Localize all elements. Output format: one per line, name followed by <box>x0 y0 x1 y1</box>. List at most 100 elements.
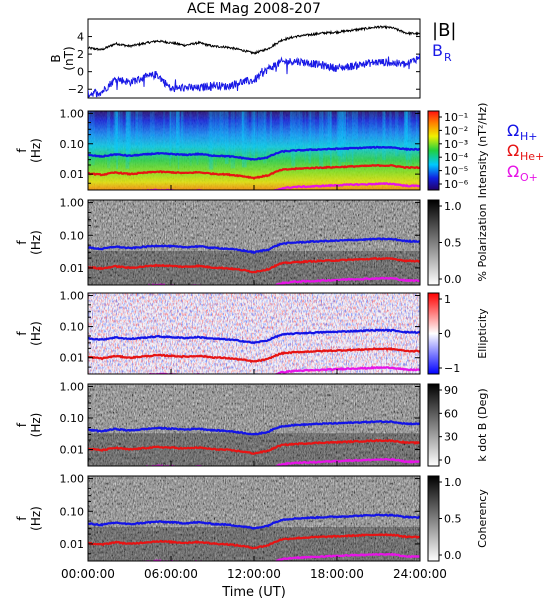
x-tick-label: 24:00:00 <box>393 567 447 581</box>
colorbar <box>427 110 440 191</box>
gyro-line-o-plus <box>112 365 420 374</box>
x-tick-label: 18:00:00 <box>310 567 364 581</box>
ytick-label: 0.10 <box>60 229 85 242</box>
x-tick-label: 00:00:00 <box>61 567 115 581</box>
colorbar-tick-label: 10⁻¹ <box>444 111 468 124</box>
field-ytick-label: 0 <box>77 66 84 79</box>
colorbar-tick-label: 1.0 <box>444 200 462 213</box>
figure-title: ACE Mag 2008-207 <box>187 1 321 17</box>
spectrogram-texture <box>88 111 420 190</box>
colorbar-label: Intensity (nT²/Hz) <box>476 103 489 199</box>
ytick-label: 0.10 <box>60 321 85 334</box>
gyro-line-h-plus <box>88 328 420 345</box>
colorbar-tick-label: 10⁻⁶ <box>444 178 469 191</box>
field-ylabel: B <box>49 54 63 62</box>
ytick-label: 0.01 <box>60 262 85 275</box>
gyro-line-h-plus <box>88 419 420 436</box>
panel-ylabel-unit: (Hz) <box>29 506 43 531</box>
spectrogram-coherency <box>88 476 420 561</box>
panel-ylabel-unit: (Hz) <box>29 230 43 255</box>
gyro-line-he-plus <box>88 347 420 364</box>
ytick-label: 0.10 <box>60 505 85 518</box>
panel-ylabel: f <box>15 148 29 153</box>
legend-b-r-subscript: R <box>444 51 452 64</box>
ytick-label: 1.00 <box>60 289 85 302</box>
panel-ylabel-unit: (Hz) <box>29 138 43 163</box>
ytick-label: 0.10 <box>60 138 85 151</box>
panel-ylabel: f <box>15 516 29 521</box>
colorbar-tick-label: 0.5 <box>444 237 462 250</box>
legend-gyro-h: Ω <box>507 121 519 140</box>
x-tick-label: 12:00:00 <box>227 567 281 581</box>
gyro-line-o-plus <box>110 182 420 190</box>
panel-coherency: 1.00 0.10 0.01 f (Hz) 1.0 0.5 0.0 Coherency <box>15 473 489 562</box>
colorbar-label: Ellipticity <box>476 308 489 359</box>
colorbar-tick-label: 0.5 <box>444 513 462 526</box>
colorbar <box>427 292 440 375</box>
gyro-line-h-plus <box>88 145 420 161</box>
panel-ylabel-unit: (Hz) <box>29 413 43 438</box>
field-ylabel-unit: (nT) <box>62 46 76 70</box>
spectrogram-texture <box>88 476 420 561</box>
colorbar-label: k dot B (Deg) <box>476 388 489 461</box>
colorbar-tick-label: 10⁻⁵ <box>444 165 468 178</box>
panel-ellipticity: 1.00 0.10 0.01 f (Hz) 1 0 −1 Ellipticity <box>15 289 489 375</box>
colorbar-tick-label: 30 <box>444 431 458 444</box>
ytick-label: 0.01 <box>60 444 85 457</box>
colorbar-tick-label: 10⁻⁴ <box>444 151 469 164</box>
legend-gyro-he-subscript: He+ <box>520 150 544 163</box>
ytick-label: 0.10 <box>60 412 85 425</box>
colorbar <box>427 383 440 467</box>
gyro-line-h-plus <box>88 513 420 530</box>
spectrogram-ellipticity <box>88 293 420 374</box>
ytick-label: 1.00 <box>60 473 85 486</box>
field-series-line-b-r <box>88 53 420 98</box>
legend-gyro-h-subscript: H+ <box>520 130 538 143</box>
panel-ylabel: f <box>15 331 29 336</box>
colorbar-tick-label: 10⁻³ <box>444 138 468 151</box>
ytick-label: 0.01 <box>60 168 85 181</box>
field-panel: 4 2 0 −2 B (nT) <box>49 18 421 99</box>
legend-b-mag: |B| <box>432 20 456 41</box>
colorbar <box>427 475 440 562</box>
spectrogram-power <box>88 111 420 190</box>
ytick-label: 0.01 <box>60 538 85 551</box>
panel-polarization: 1.00 0.10 0.01 f (Hz) 1.0 0.5 0.0 % Polarization <box>15 197 489 286</box>
colorbar-label: % Polarization <box>476 204 489 282</box>
legend-gyro-o: Ω <box>507 162 519 181</box>
colorbar-tick-label: 0.0 <box>444 549 462 562</box>
colorbar-label: Coherency <box>476 489 489 548</box>
colorbar-tick-label: 90 <box>444 384 458 397</box>
colorbar-tick-label: 0 <box>444 328 451 341</box>
colorbar-tick-label: −1 <box>444 362 460 375</box>
colorbar-tick-label: 10⁻² <box>444 124 468 137</box>
gyro-line-he-plus <box>88 438 420 455</box>
field-series-line-b-mag <box>88 24 420 55</box>
spectrogram-polarization <box>88 200 420 285</box>
field-ytick-label: 2 <box>77 48 84 61</box>
colorbar-tick-label: 0.0 <box>444 273 462 286</box>
field-frame <box>87 18 421 99</box>
panel-ylabel: f <box>15 240 29 245</box>
colorbar-tick-label: 60 <box>444 407 458 420</box>
legend-b-r: B <box>432 41 443 60</box>
x-tick-label: 06:00:00 <box>144 567 198 581</box>
ytick-label: 1.00 <box>60 107 85 120</box>
gyro-line-he-plus <box>88 163 420 180</box>
legend-gyro-o-subscript: O+ <box>520 171 538 184</box>
ytick-label: 1.00 <box>60 380 85 393</box>
spectrogram-kdotb <box>88 384 420 466</box>
colorbar-tick-label: 0 <box>444 454 451 467</box>
gyro-line-he-plus <box>88 257 420 274</box>
panel-ylabel: f <box>15 422 29 427</box>
colorbar-tick-label: 1.0 <box>444 476 462 489</box>
gyro-line-h-plus <box>88 237 420 255</box>
panel-power: 1.00 0.10 0.01 f (Hz) 10⁻¹10⁻²10⁻³10⁻⁴10⁻⁵10⁻… <box>15 103 489 199</box>
field-ytick-label: −2 <box>68 83 84 96</box>
gyro-line-o-plus <box>111 552 420 561</box>
field-ytick-label: 4 <box>77 31 84 44</box>
spectrogram-texture <box>88 384 420 466</box>
gyro-line-he-plus <box>88 533 420 550</box>
colorbar-tick-label: 1 <box>444 293 451 306</box>
